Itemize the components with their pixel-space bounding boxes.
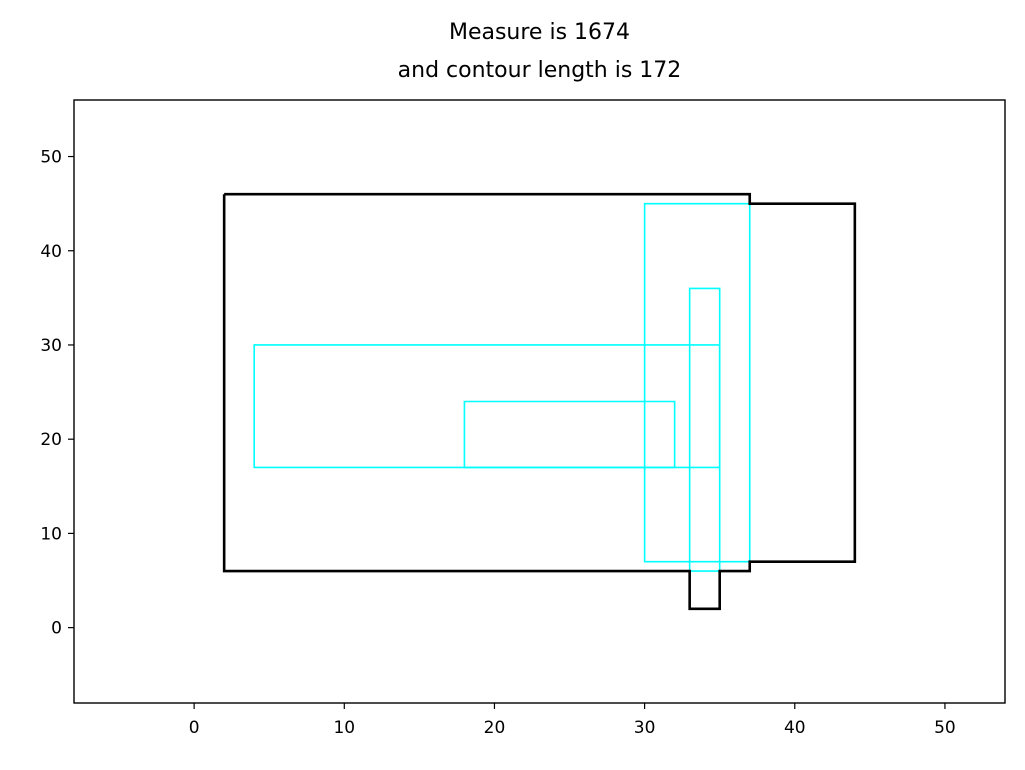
chart-title-line-2: and contour length is 172 [397,58,682,83]
cyan-rectangle-1 [643,202,751,563]
x-tick-label: 0 [189,718,200,738]
chart-title-line-1: Measure is 1674 [448,20,631,45]
cyan-rectangle-4 [463,400,676,469]
contour-line [222,192,857,611]
plot-frame [73,99,1006,704]
y-tick-label: 10 [40,524,62,544]
y-tick-label: 40 [40,242,62,262]
cyan-rectangle-3 [253,344,721,469]
x-tick-label: 10 [333,718,355,738]
x-tick-label: 50 [934,718,956,738]
axes: 0 10 20 30 40 50 0 10 20 30 40 50 [40,99,1006,738]
y-tick-label: 30 [40,336,62,356]
x-tick-label: 40 [784,718,806,738]
plot-marks [222,192,857,611]
y-tick-label: 50 [40,148,62,168]
x-tick-label: 30 [634,718,656,738]
y-tick-label: 20 [40,430,62,450]
cyan-rectangle-2 [688,287,721,572]
y-tick-label: 0 [51,619,62,639]
x-tick-label: 20 [484,718,506,738]
